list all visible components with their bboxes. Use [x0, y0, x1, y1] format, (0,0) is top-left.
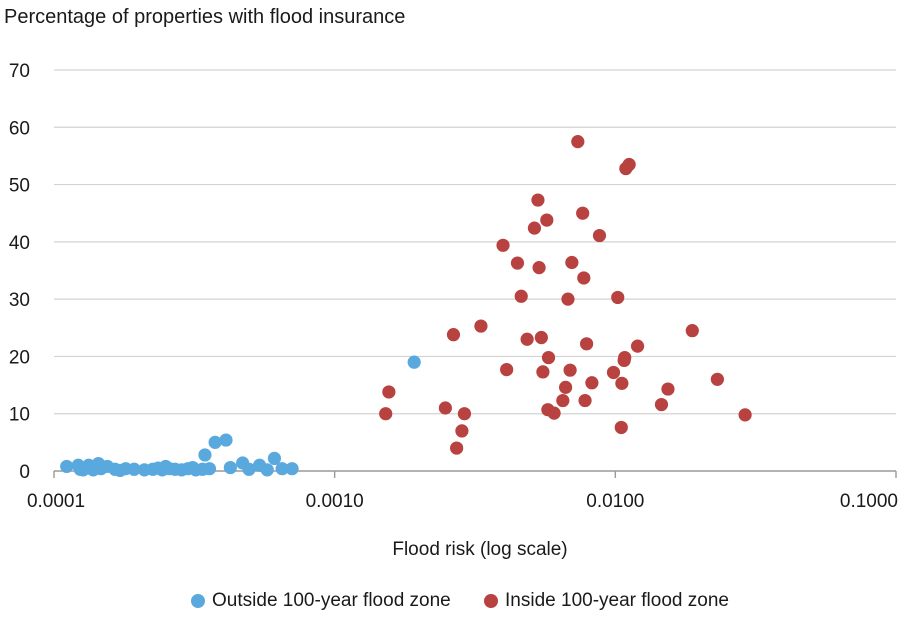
data-point-series1-10 — [510, 256, 525, 270]
data-point-series1-26 — [565, 255, 579, 270]
data-point-series1-24 — [561, 292, 575, 306]
data-point-series1-12 — [520, 332, 534, 346]
data-point-series1-18 — [540, 213, 554, 227]
data-point-series1-37 — [615, 376, 629, 390]
data-point-series1-44 — [661, 382, 675, 396]
series-1 — [379, 135, 752, 455]
data-point-series1-1 — [382, 385, 396, 399]
data-point-series1-47 — [738, 408, 752, 422]
legend: Outside 100-year flood zone Inside 100-y… — [0, 590, 920, 614]
scatter-chart: 0 10 20 30 40 50 60 70 0.0001 0.0010 0.0100 0.1000… — [9, 61, 898, 560]
legend-label-inside: Inside 100-year flood zone — [505, 590, 729, 611]
data-point-series1-13 — [527, 221, 542, 235]
data-point-series1-27 — [571, 135, 585, 149]
data-point-series1-45 — [685, 324, 699, 338]
y-tick-label-20: 20 — [9, 347, 30, 368]
legend-marker-inside — [484, 594, 499, 608]
data-point-series1-36 — [614, 420, 628, 435]
data-point-series1-39 — [618, 350, 632, 365]
data-point-series1-21 — [547, 406, 561, 420]
y-tick-label-50: 50 — [9, 176, 30, 197]
data-point-series1-8 — [496, 238, 510, 252]
data-point-series0-30 — [208, 435, 222, 449]
data-point-series1-20 — [541, 350, 556, 365]
y-tick-label-0: 0 — [19, 462, 30, 483]
data-point-series1-33 — [592, 228, 607, 243]
legend-label-outside: Outside 100-year flood zone — [212, 590, 451, 611]
data-point-series1-16 — [534, 330, 548, 345]
data-point-series1-22 — [556, 393, 570, 408]
data-point-series0-31 — [219, 433, 233, 447]
series-0 — [60, 355, 421, 478]
data-point-series1-17 — [536, 365, 550, 379]
legend-marker-outside — [191, 594, 206, 608]
x-tick-label-2: 0.0100 — [586, 491, 644, 512]
data-point-series0-34 — [242, 462, 256, 476]
data-point-series1-30 — [578, 393, 592, 408]
chart-title: Percentage of properties with flood insu… — [4, 6, 406, 28]
x-axis-ticks: 0.0001 0.0010 0.0100 0.1000 — [27, 471, 898, 512]
y-tick-label-30: 30 — [9, 290, 30, 311]
data-points — [60, 135, 752, 478]
data-point-series1-9 — [500, 363, 514, 377]
data-point-series0-36 — [260, 463, 274, 477]
data-point-series1-46 — [710, 372, 724, 386]
data-point-series1-6 — [457, 407, 472, 421]
y-tick-label-40: 40 — [9, 233, 30, 254]
data-point-series0-39 — [285, 462, 299, 476]
data-point-series0-32 — [223, 460, 237, 475]
data-point-series0-29 — [202, 462, 217, 476]
data-point-series1-14 — [531, 193, 545, 207]
x-axis-title: Flood risk (log scale) — [392, 539, 567, 560]
y-axis-ticks: 0 10 20 30 40 50 60 70 — [9, 61, 30, 483]
x-tick-label-3: 0.1000 — [840, 491, 898, 512]
data-point-series1-34 — [606, 365, 621, 380]
data-point-series1-5 — [455, 424, 469, 438]
data-point-series1-25 — [563, 363, 577, 377]
data-point-series1-4 — [450, 441, 464, 455]
data-point-series1-15 — [532, 261, 546, 275]
legend-item-inside: Inside 100-year flood zone — [484, 590, 729, 612]
data-point-series1-28 — [576, 206, 590, 220]
data-point-series1-7 — [474, 319, 488, 333]
data-point-series1-23 — [559, 380, 573, 394]
data-point-series1-32 — [585, 376, 599, 390]
data-point-series0-40 — [407, 355, 421, 369]
data-point-series1-31 — [580, 337, 594, 351]
y-tick-label-70: 70 — [9, 61, 30, 82]
data-point-series0-37 — [267, 451, 282, 465]
data-point-series1-29 — [577, 271, 591, 285]
x-tick-label-0: 0.0001 — [27, 491, 85, 512]
data-point-series0-28 — [198, 448, 212, 462]
data-point-series1-35 — [611, 290, 625, 305]
y-tick-label-10: 10 — [9, 405, 30, 426]
data-point-series1-43 — [654, 397, 669, 412]
y-tick-label-60: 60 — [9, 118, 30, 139]
data-point-series1-11 — [514, 289, 528, 303]
legend-item-outside: Outside 100-year flood zone — [191, 590, 451, 612]
x-tick-label-1: 0.0010 — [306, 491, 364, 512]
data-point-series0-0 — [60, 459, 74, 474]
data-point-series0-15 — [127, 462, 141, 476]
data-point-series0-38 — [275, 462, 289, 476]
data-point-series1-0 — [379, 407, 393, 421]
data-point-series1-41 — [622, 157, 636, 172]
data-point-series1-2 — [438, 401, 452, 415]
gridlines — [54, 69, 896, 472]
data-point-series1-3 — [446, 328, 461, 342]
data-point-series1-42 — [630, 339, 645, 353]
